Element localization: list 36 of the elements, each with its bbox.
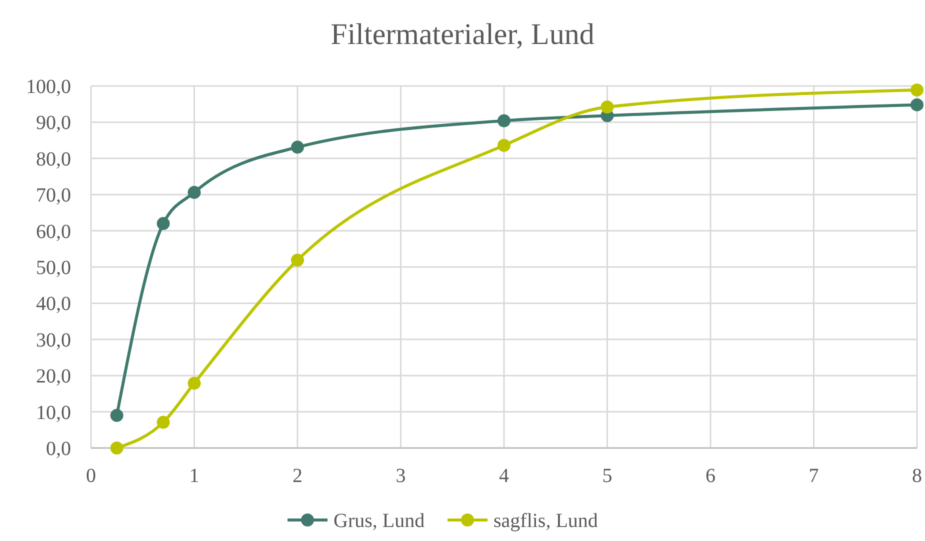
y-tick-label: 70,0	[36, 184, 71, 207]
y-tick-label: 100,0	[26, 76, 71, 98]
point	[498, 114, 510, 128]
y-tick-label: 0,0	[46, 438, 71, 460]
y-tick-label: 10,0	[36, 402, 71, 424]
x-tick-label: 2	[292, 465, 302, 487]
point	[188, 376, 201, 390]
x-tick-label: 7	[808, 465, 819, 487]
x-tick-label: 4	[499, 465, 509, 487]
legend-label: Grus, Lund	[334, 510, 425, 532]
y-tick-label: 20,0	[36, 366, 71, 388]
point	[110, 408, 124, 422]
point	[910, 83, 924, 96]
y-tick-label: 40,0	[36, 293, 71, 316]
point	[291, 254, 304, 267]
x-tick-label: 1	[189, 465, 200, 487]
x-tick-label: 8	[912, 465, 922, 487]
point	[110, 442, 124, 454]
y-tick-label: 80,0	[36, 148, 71, 170]
x-tick-label: 6	[706, 465, 716, 487]
chart-title: Filtermaterialer, Lund	[330, 18, 594, 51]
point	[498, 138, 510, 152]
x-tick-label: 5	[602, 465, 612, 487]
point	[910, 98, 924, 112]
y-tick-label: 30,0	[36, 329, 71, 352]
point	[156, 416, 170, 429]
point	[188, 186, 201, 199]
point	[156, 217, 170, 230]
y-tick-label: 60,0	[36, 220, 71, 243]
x-tick-label: 3	[396, 465, 406, 487]
y-tick-label: 50,0	[36, 257, 71, 279]
x-tick-label: 0	[86, 465, 96, 487]
y-tick-label: 90,0	[36, 112, 71, 134]
point	[291, 140, 304, 154]
legend-label: sagflis, Lund	[494, 510, 598, 532]
point	[600, 100, 614, 114]
